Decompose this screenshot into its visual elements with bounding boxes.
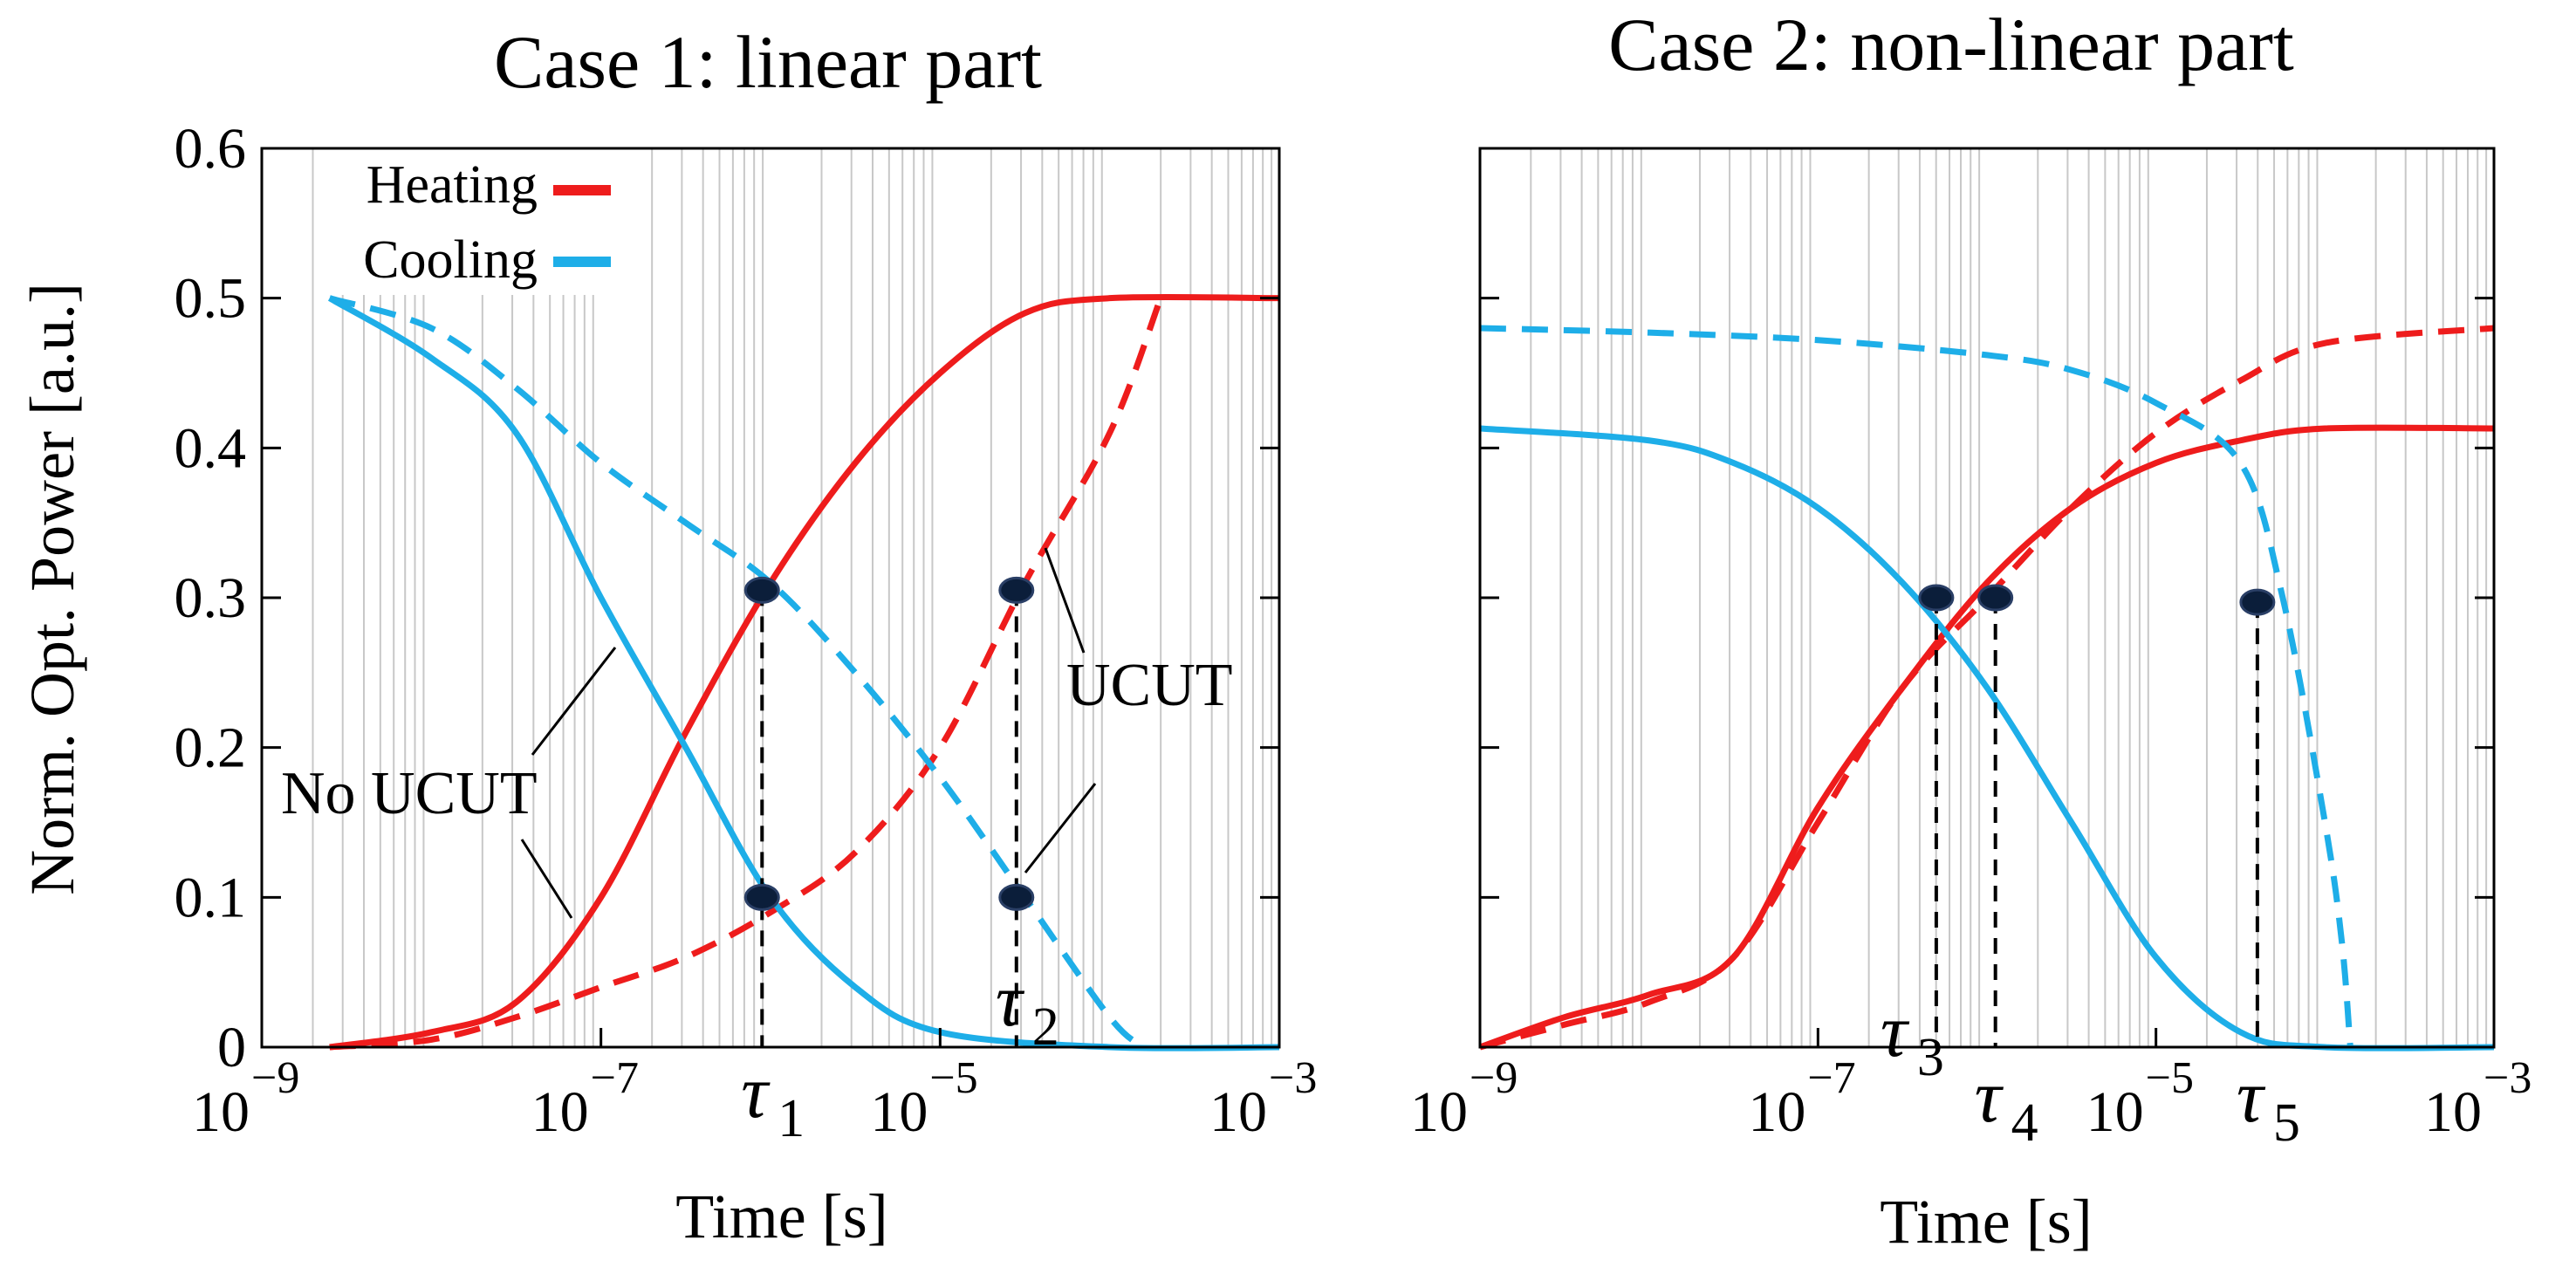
ucut-label: UCUT: [1066, 652, 1233, 719]
panel-2-tau-guides: [1934, 598, 2259, 1047]
y-axis-label: Norm. Opt. Power [a.u.]: [17, 283, 87, 895]
panel-2-series: [1478, 325, 2495, 1052]
x-tick-base: 10: [1748, 1080, 1805, 1144]
y-tick-label: 0: [217, 1016, 246, 1079]
panel-2-series-cooling: [1479, 425, 2495, 1052]
y-tick-label: 0.1: [175, 866, 247, 929]
tau-subscript: 5: [2273, 1093, 2300, 1153]
y-tick-label: 0.6: [175, 117, 247, 181]
panel-2-series-heating: [1478, 424, 2495, 1051]
legend: Heating Cooling: [314, 147, 620, 295]
tau-symbol: τ: [1975, 1054, 2004, 1138]
panel-1-series-cooling: [327, 295, 1280, 1052]
x-tick-base: 10: [192, 1080, 250, 1144]
tau-subscript: 3: [1917, 1028, 1944, 1087]
data-marker: [1918, 584, 1955, 612]
x-tick-exponent: −9: [251, 1053, 299, 1103]
tau-symbol: τ: [1881, 989, 1910, 1072]
x-tick-exponent: −7: [591, 1053, 639, 1103]
x-tick-base: 10: [870, 1080, 928, 1144]
x-tick-label: 10−9: [192, 1053, 299, 1144]
panel-1-tau-guides: [760, 590, 1018, 1047]
data-marker: [1977, 584, 2014, 612]
x-tick-label: 10−9: [1410, 1053, 1518, 1144]
no-ucut-label: No UCUT: [281, 760, 538, 827]
x-tick-exponent: −3: [2484, 1053, 2531, 1103]
panel-2-x-axis-label: Time [s]: [1880, 1187, 2092, 1257]
data-marker: [998, 576, 1035, 604]
panel-1-series-heating-ucut: [329, 297, 1164, 1051]
x-tick-exponent: −9: [1470, 1053, 1518, 1103]
x-tick-base: 10: [1410, 1080, 1468, 1144]
x-tick-exponent: −3: [1269, 1053, 1317, 1103]
x-tick-label: 10−3: [2424, 1053, 2531, 1144]
x-tick-exponent: −5: [2146, 1053, 2194, 1103]
y-tick-label: 0.5: [175, 267, 247, 331]
no-ucut-leader-upper: [531, 647, 617, 756]
panel-1-x-axis-label: Time [s]: [675, 1182, 887, 1251]
data-marker: [998, 883, 1035, 911]
legend-background: [314, 147, 620, 295]
tau-symbol: τ: [2237, 1054, 2266, 1138]
panel-2-series-heating-non-linear: [1479, 325, 2495, 1051]
y-tick-label: 0.4: [175, 416, 247, 480]
x-tick-base: 10: [2086, 1080, 2144, 1144]
panel-1-title: Case 1: linear part: [494, 20, 1042, 104]
x-tick-base: 10: [2424, 1080, 2482, 1144]
x-tick-label: 10−3: [1209, 1053, 1317, 1144]
panel-case-1: Case 1: linear part Heating Cooling No U…: [175, 20, 1318, 1251]
x-tick-base: 10: [1209, 1080, 1267, 1144]
y-tick-label: 0.2: [175, 716, 247, 780]
tau-symbol: τ: [996, 958, 1025, 1042]
x-tick-base: 10: [531, 1080, 589, 1144]
panel-1-ticks: 00.10.20.30.40.50.610−910−710−510−3: [175, 117, 1318, 1144]
x-tick-label: 10−5: [870, 1053, 977, 1144]
panel-1-series-cooling-ucut: [328, 295, 1146, 1050]
tau-subscript: 4: [2011, 1093, 2038, 1153]
panel-2-series-cooling-non-linear: [1479, 325, 2353, 1048]
x-tick-label: 10−7: [1748, 1053, 1855, 1144]
panel-2-markers: [1918, 584, 2276, 616]
panel-1-annotations: No UCUT UCUT: [281, 547, 1233, 919]
y-tick-label: 0.3: [175, 566, 247, 630]
panel-1-markers: [743, 576, 1035, 911]
panel-2-title: Case 2: non-linear part: [1608, 3, 2294, 86]
x-tick-label: 10−7: [531, 1053, 639, 1144]
legend-cooling-label: Cooling: [363, 230, 538, 290]
legend-heating-label: Heating: [367, 155, 538, 215]
tau-symbol: τ: [741, 1050, 771, 1134]
data-marker: [743, 576, 780, 604]
ucut-leader-lower: [1024, 783, 1097, 873]
ucut-leader-upper: [1044, 547, 1086, 654]
x-tick-label: 10−5: [2086, 1053, 2194, 1144]
data-marker: [743, 883, 780, 911]
x-tick-exponent: −7: [1807, 1053, 1855, 1103]
tau-subscript: 1: [778, 1089, 805, 1148]
data-marker: [2239, 588, 2276, 616]
no-ucut-leader-lower: [520, 839, 573, 919]
x-tick-exponent: −5: [929, 1053, 977, 1103]
panel-2-ticks: 10−910−710−510−3: [1410, 147, 2531, 1144]
